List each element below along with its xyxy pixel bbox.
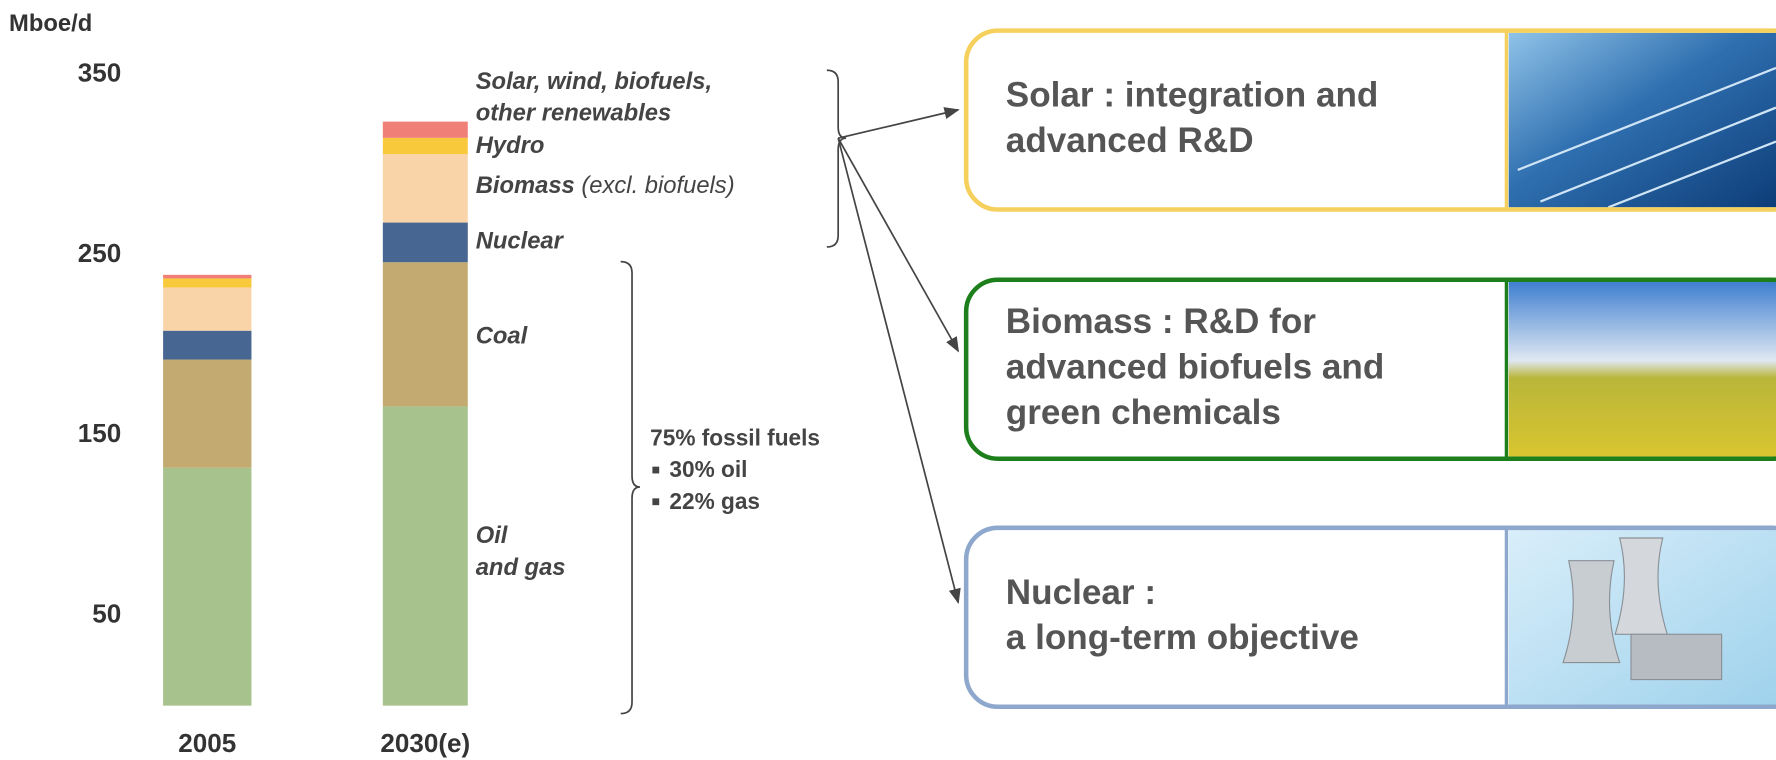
- x-tick-label: 2005: [178, 728, 236, 758]
- series-label: Solar, wind, biofuels,: [476, 68, 712, 95]
- unit-label: Mboe/d: [9, 10, 92, 37]
- bar-segment: [163, 331, 251, 360]
- arrow: [838, 110, 958, 138]
- bar-segment: [163, 278, 251, 287]
- bullet: [652, 498, 659, 505]
- bar-segment: [383, 262, 468, 406]
- series-label: Coal: [476, 323, 529, 350]
- series-name: Hydro: [476, 133, 545, 160]
- slide: Mboe/d 50 150 250 350 2005 2030(e) Oil and gas C…: [0, 0, 1776, 760]
- card-title: a long-term objective: [1006, 618, 1359, 657]
- bar-segment: [163, 287, 251, 330]
- fossil-item: 30% oil: [669, 456, 747, 482]
- series-label: and gas: [476, 554, 566, 581]
- series-label: Nuclear: [476, 228, 565, 255]
- biomass-image: [1509, 282, 1776, 456]
- card-title: Nuclear :: [1006, 573, 1156, 612]
- series-label: other renewables: [476, 100, 671, 127]
- y-tick-label: 150: [78, 418, 121, 448]
- bracket: [621, 262, 640, 714]
- card-images: [1509, 33, 1776, 706]
- series-note: (excl. biofuels): [581, 172, 734, 199]
- card-title: advanced biofuels and: [1006, 348, 1385, 387]
- bar-segment: [383, 406, 468, 705]
- y-tick-label: 50: [92, 598, 121, 628]
- series-label: Oil: [476, 522, 509, 549]
- arrow: [838, 138, 958, 602]
- card-title: advanced R&D: [1006, 121, 1254, 160]
- card-title: green chemicals: [1006, 393, 1281, 432]
- bar-segment: [383, 138, 468, 154]
- series-label: Biomass (excl. biofuels): [476, 172, 735, 199]
- series-name: Biomass: [476, 172, 575, 199]
- card-title: Biomass : R&D for: [1006, 302, 1317, 341]
- bar-segment: [383, 223, 468, 263]
- card-title: Solar : integration and: [1006, 76, 1379, 115]
- bar-segment: [163, 468, 251, 706]
- bullet: [652, 467, 659, 474]
- bar-segment: [163, 275, 251, 279]
- x-tick-label: 2030(e): [380, 728, 470, 758]
- bar-segment: [163, 360, 251, 468]
- y-tick-label: 350: [78, 58, 121, 88]
- bar-segment: [383, 154, 468, 222]
- arrow: [838, 138, 958, 351]
- bar-segment: [383, 122, 468, 138]
- y-tick-label: 250: [78, 238, 121, 268]
- fossil-title: 75% fossil fuels: [650, 424, 820, 450]
- building: [1631, 634, 1722, 679]
- series-label: Hydro: [476, 133, 545, 160]
- series-name: Nuclear: [476, 228, 565, 255]
- series-name: Coal: [476, 323, 529, 350]
- fossil-item: 22% gas: [669, 488, 760, 514]
